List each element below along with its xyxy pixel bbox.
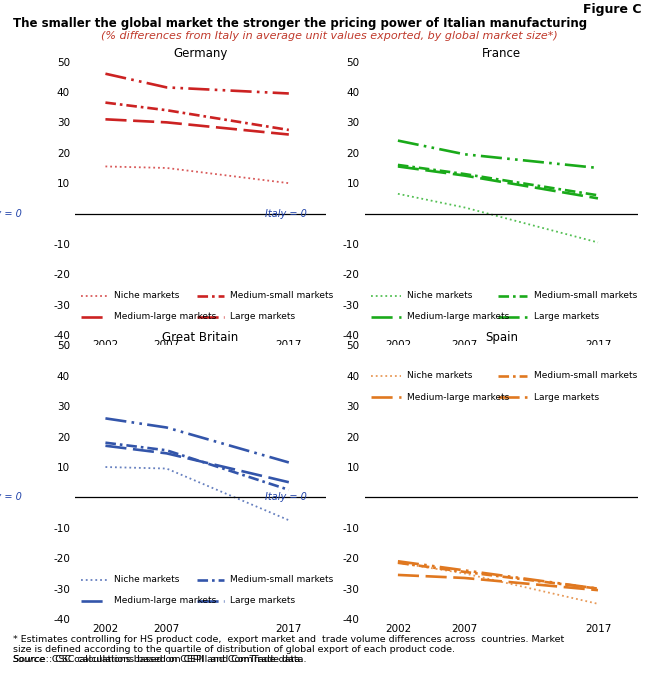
Text: Medium-large markets: Medium-large markets [408, 313, 510, 321]
Text: Medium-large markets: Medium-large markets [408, 393, 510, 402]
Text: Niche markets: Niche markets [408, 371, 473, 380]
Text: Large markets: Large markets [534, 313, 599, 321]
Text: Source: CSC calculations based on CEPII and ComTrade data.: Source: CSC calculations based on CEPII … [13, 655, 303, 664]
Text: Italy = 0: Italy = 0 [0, 209, 22, 219]
Text: Medium-large markets: Medium-large markets [114, 596, 216, 605]
Title: Great Britain: Great Britain [162, 331, 238, 344]
Title: France: France [482, 47, 521, 60]
Text: Niche markets: Niche markets [114, 291, 180, 300]
Text: Medium-small markets: Medium-small markets [534, 291, 637, 300]
Text: Niche markets: Niche markets [408, 291, 473, 300]
Text: Italy = 0: Italy = 0 [265, 209, 307, 219]
Text: Large markets: Large markets [230, 313, 296, 321]
Text: The smaller the global market the stronger the pricing power of Italian manufact: The smaller the global market the strong… [13, 17, 587, 30]
Text: Niche markets: Niche markets [114, 575, 180, 584]
Text: : CSC calculations based on CEPII and ComTrade data.: : CSC calculations based on CEPII and Co… [49, 655, 307, 664]
Text: Medium-large markets: Medium-large markets [114, 313, 216, 321]
Text: Medium-small markets: Medium-small markets [230, 291, 333, 300]
Text: Source: Source [13, 655, 46, 664]
Text: Italy = 0: Italy = 0 [0, 492, 22, 503]
Text: * Estimates controlling for HS product code,  export market and  trade volume di: * Estimates controlling for HS product c… [13, 635, 564, 644]
Title: Germany: Germany [173, 47, 227, 60]
Text: Medium-small markets: Medium-small markets [534, 371, 637, 380]
Text: Italy = 0: Italy = 0 [265, 492, 307, 503]
Text: Figure C: Figure C [583, 3, 641, 16]
Text: Medium-small markets: Medium-small markets [230, 575, 333, 584]
Text: size is defined according to the quartile of distribution of global export of ea: size is defined according to the quartil… [13, 645, 455, 654]
Text: Large markets: Large markets [534, 393, 599, 402]
Text: (% differences from Italy in average unit values exported, by global market size: (% differences from Italy in average uni… [101, 31, 558, 42]
Title: Spain: Spain [485, 331, 518, 344]
Text: Large markets: Large markets [230, 596, 296, 605]
